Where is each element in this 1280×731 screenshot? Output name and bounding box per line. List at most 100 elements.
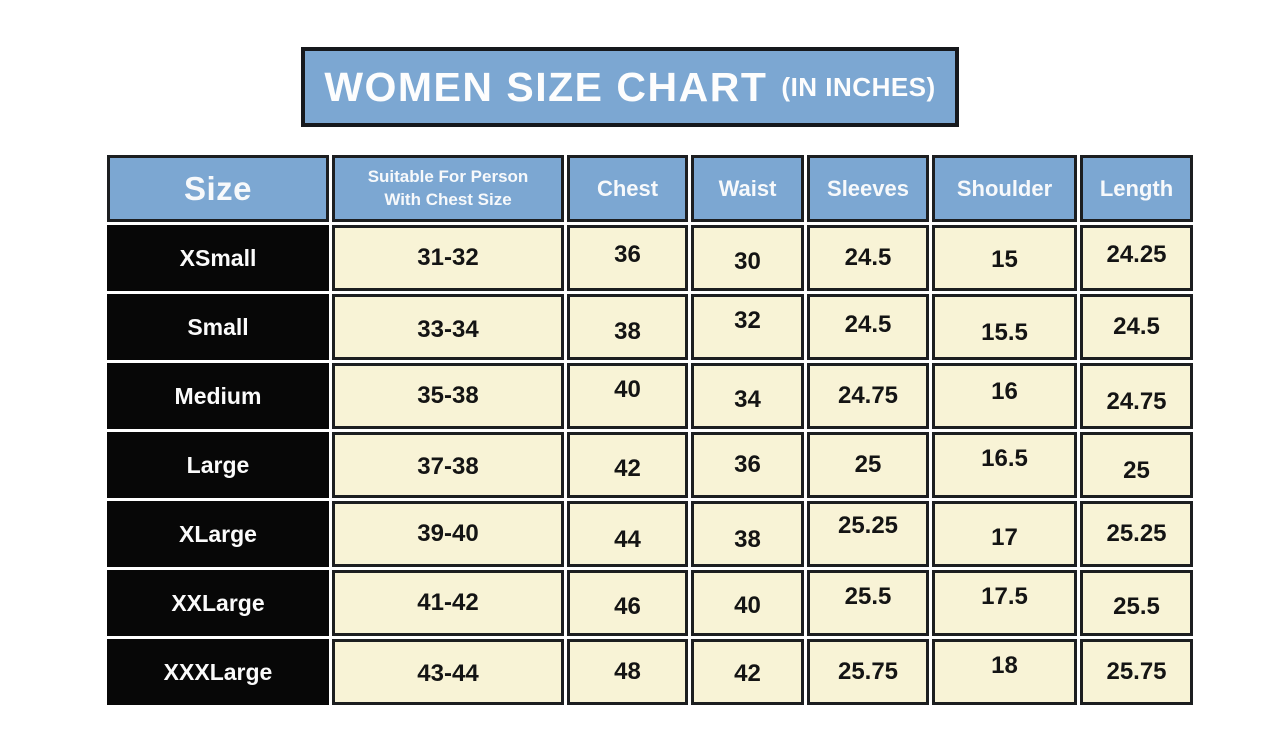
cell-text: 15	[991, 246, 1018, 273]
value-cell: 24.5	[807, 294, 929, 360]
value-cell: 39-40	[332, 501, 564, 567]
cell-text: 17.5	[981, 583, 1028, 610]
value-cell: 25	[807, 432, 929, 498]
cell-text: 48	[614, 658, 641, 685]
cell-text: 39-40	[417, 520, 479, 547]
cell-text: 42	[734, 660, 761, 687]
column-header-waist: Waist	[691, 155, 804, 222]
table-row: Large 37-38 42 36 25 16.5 25	[107, 432, 1193, 498]
value-cell: 25.25	[807, 501, 929, 567]
value-cell: 46	[567, 570, 688, 636]
value-cell: 40	[691, 570, 804, 636]
cell-text: 38	[614, 318, 641, 345]
cell-text: 25.75	[837, 658, 899, 685]
value-cell: 24.5	[1080, 294, 1193, 360]
value-cell: 32	[691, 294, 804, 360]
value-cell: 37-38	[332, 432, 564, 498]
cell-text: 15.5	[981, 319, 1028, 346]
cell-text: Medium	[174, 382, 262, 409]
value-cell: 16	[932, 363, 1077, 429]
page-title-units: (IN INCHES)	[781, 71, 936, 102]
chart-title-banner: WOMEN SIZE CHART (IN INCHES)	[301, 47, 959, 127]
value-cell: 41-42	[332, 570, 564, 636]
cell-text: 37-38	[417, 453, 479, 480]
cell-text: 42	[614, 455, 641, 482]
cell-text: 43-44	[417, 660, 479, 687]
cell-text: 16.5	[981, 445, 1028, 472]
value-cell: 25.25	[1080, 501, 1193, 567]
value-cell: 38	[691, 501, 804, 567]
cell-text: 36	[614, 241, 641, 268]
cell-text: 32	[734, 307, 761, 334]
page-title: WOMEN SIZE CHART	[324, 63, 768, 110]
cell-text: XLarge	[179, 520, 257, 547]
table-row: XXXLarge 43-44 48 42 25.75 18 25.75	[107, 639, 1193, 705]
value-cell: 18	[932, 639, 1077, 705]
value-cell: 17	[932, 501, 1077, 567]
value-cell: 30	[691, 225, 804, 291]
column-header-length: Length	[1080, 155, 1193, 222]
size-label-cell: XXXLarge	[107, 639, 329, 705]
value-cell: 15	[932, 225, 1077, 291]
cell-text: 41-42	[417, 589, 479, 616]
value-cell: 31-32	[332, 225, 564, 291]
size-label-cell: XSmall	[107, 225, 329, 291]
value-cell: 25.5	[1080, 570, 1193, 636]
cell-text: 24.75	[1106, 388, 1167, 415]
cell-text: 24.5	[1113, 313, 1160, 340]
cell-text: 17	[991, 524, 1018, 551]
cell-text: Small	[187, 313, 249, 340]
size-table-body: XSmall 31-32 36 30 24.5 15 24.25 Small 33-34 38 32…	[107, 225, 1193, 705]
cell-text: 36	[734, 451, 761, 478]
value-cell: 24.25	[1080, 225, 1193, 291]
table-row: XSmall 31-32 36 30 24.5 15 24.25	[107, 225, 1193, 291]
cell-text: 46	[614, 593, 641, 620]
value-cell: 42	[567, 432, 688, 498]
size-label-cell: XXLarge	[107, 570, 329, 636]
size-label-cell: XLarge	[107, 501, 329, 567]
cell-text: 34	[734, 386, 761, 413]
cell-text: 25.75	[1106, 658, 1167, 685]
table-row: XLarge 39-40 44 38 25.25 17 25.25	[107, 501, 1193, 567]
cell-text: Large	[186, 451, 250, 478]
value-cell: 40	[567, 363, 688, 429]
cell-text: 38	[734, 526, 761, 553]
value-cell: 34	[691, 363, 804, 429]
value-cell: 44	[567, 501, 688, 567]
value-cell: 25	[1080, 432, 1193, 498]
column-header-sleeves: Sleeves	[807, 155, 929, 222]
value-cell: 36	[691, 432, 804, 498]
cell-text: XXLarge	[171, 589, 265, 616]
cell-text: 25	[854, 451, 882, 478]
value-cell: 24.5	[807, 225, 929, 291]
table-row: XXLarge 41-42 46 40 25.5 17.5 25.5	[107, 570, 1193, 636]
value-cell: 25.75	[807, 639, 929, 705]
cell-text: XXXLarge	[163, 658, 273, 685]
value-cell: 42	[691, 639, 804, 705]
table-row: Medium 35-38 40 34 24.75 16 24.75	[107, 363, 1193, 429]
value-cell: 38	[567, 294, 688, 360]
cell-text: 24.5	[844, 244, 892, 271]
value-cell: 16.5	[932, 432, 1077, 498]
value-cell: 25.5	[807, 570, 929, 636]
cell-text: 40	[734, 592, 761, 619]
cell-text: XSmall	[179, 244, 257, 271]
value-cell: 48	[567, 639, 688, 705]
cell-text: 25.5	[844, 583, 892, 610]
table-row: Small 33-34 38 32 24.5 15.5 24.5	[107, 294, 1193, 360]
table-header-row: Size Suitable For Person With Chest Size…	[107, 155, 1193, 222]
value-cell: 35-38	[332, 363, 564, 429]
column-header-suitable-chest-size: Suitable For Person With Chest Size	[332, 155, 564, 222]
cell-text: 31-32	[417, 244, 479, 271]
cell-text: 18	[991, 652, 1018, 679]
size-label-cell: Large	[107, 432, 329, 498]
size-chart-table: Size Suitable For Person With Chest Size…	[104, 152, 1196, 708]
cell-text: 25.25	[1106, 520, 1167, 547]
cell-text: 40	[614, 376, 641, 403]
cell-text: 24.5	[844, 311, 892, 338]
cell-text: 44	[614, 526, 641, 553]
value-cell: 17.5	[932, 570, 1077, 636]
column-header-chest: Chest	[567, 155, 688, 222]
value-cell: 24.75	[807, 363, 929, 429]
cell-text: 24.25	[1106, 241, 1167, 268]
